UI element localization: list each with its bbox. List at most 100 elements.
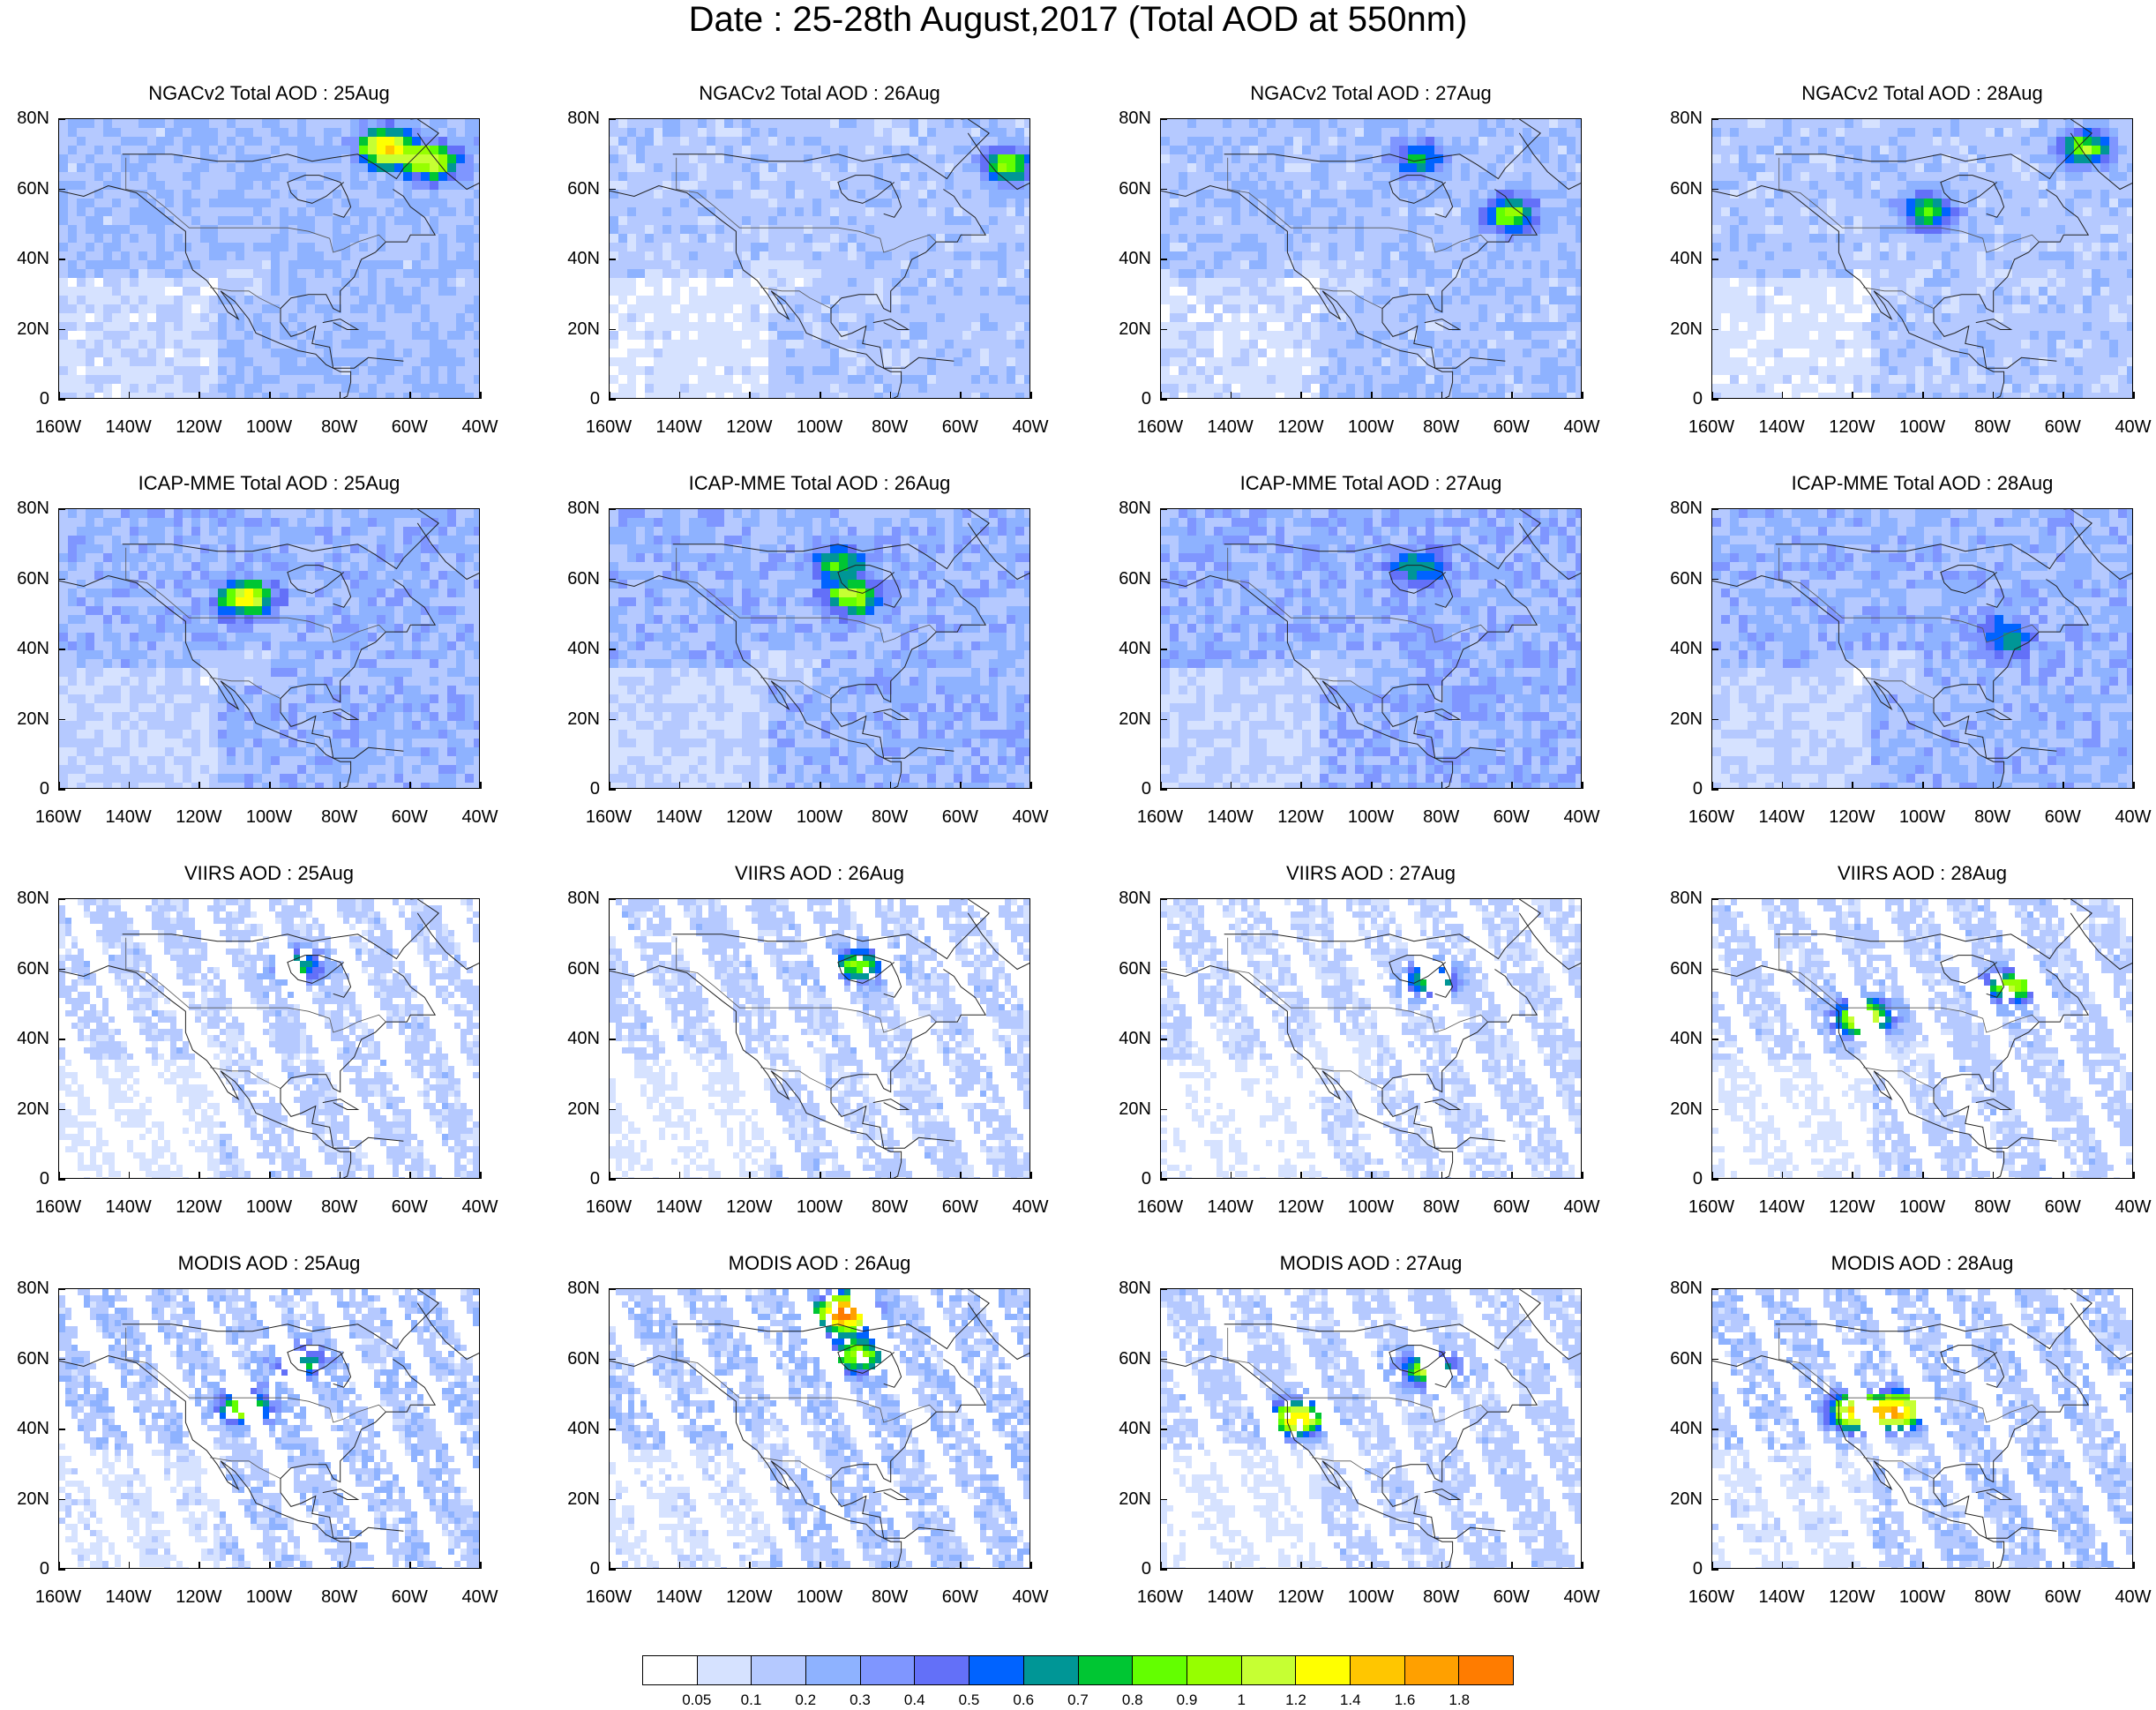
aod-cell [165,269,174,278]
aod-cell [1576,313,1581,322]
aod-cell [980,172,989,181]
aod-cell [341,119,350,128]
aod-cell [1249,393,1258,398]
aod-cell [227,190,236,199]
aod-cell [1179,190,1187,199]
aod-cell [1531,357,1540,366]
aod-cell [333,216,341,225]
aod-cell [1443,278,1452,287]
aod-cell [1284,287,1293,296]
aod-cell [1390,313,1399,322]
aod-cell [795,243,804,251]
aod-cell [1196,234,1205,243]
aod-cell [910,278,918,287]
aod-cell [654,331,663,340]
aod-cell [1523,340,1531,349]
aod-cell [786,340,795,349]
aod-cell [627,137,636,146]
aod-cell [1783,190,1792,199]
aod-cell [421,251,430,260]
aod-cell [610,340,618,349]
aod-cell [610,154,618,163]
aod-cell [1024,207,1029,216]
aod-cell [971,119,980,128]
aod-cell [636,119,645,128]
aod-cell [2074,119,2083,128]
aod-cell [147,287,156,296]
aod-cell [341,349,350,357]
aod-cell [1355,128,1364,137]
aod-cell [812,357,821,366]
aod-cell [998,349,1007,357]
aod-cell [812,128,821,137]
country-border [1312,287,1383,309]
aod-cell [1249,154,1258,163]
aod-cell [1487,269,1496,278]
aod-cell [1505,128,1514,137]
aod-cell [236,128,244,137]
aod-cell [209,375,218,384]
aod-cell [1231,322,1240,331]
aod-cell [333,207,341,216]
aod-cell [271,234,280,243]
aod-cell [980,163,989,172]
aod-cell [324,278,333,287]
aod-cell [795,119,804,128]
aod-cell [1293,119,1302,128]
aod-cell [68,313,77,322]
aod-cell [989,137,998,146]
aod-cell [86,349,94,357]
aod-cell [1739,119,1748,128]
aod-cell [768,234,777,243]
aod-cell [936,172,945,181]
aod-cell [412,128,421,137]
aod-cell [1576,340,1581,349]
aod-cell [671,357,680,366]
aod-cell [121,322,130,331]
aod-cell [138,216,147,225]
aod-cell [636,146,645,154]
aod-cell [804,296,812,304]
aod-cell [910,366,918,375]
aod-cell [456,216,465,225]
aod-cell [971,296,980,304]
aod-cell [121,137,130,146]
aod-cell [333,313,341,322]
aod-cell [1514,296,1523,304]
aod-cell [288,225,297,234]
aod-cell [1800,128,1809,137]
aod-cell [297,225,306,234]
aod-cell [200,207,209,216]
aod-cell [1487,278,1496,287]
aod-cell [333,260,341,269]
coastline [322,319,360,330]
aod-cell [830,199,839,207]
aod-cell [1258,260,1267,269]
aod-cell [465,322,474,331]
aod-cell [742,313,751,322]
aod-cell [768,260,777,269]
aod-cell [1898,146,1906,154]
aod-cell [174,251,183,260]
aod-cell [59,119,68,128]
aod-cell [403,296,412,304]
aod-cell [768,199,777,207]
aod-cell [998,313,1007,322]
aod-cell [341,243,350,251]
aod-cell [253,234,262,243]
aod-cell [1346,251,1355,260]
aod-cell [103,366,112,375]
aod-cell [306,340,315,349]
aod-cell [2100,181,2109,190]
aod-cell [121,287,130,296]
aod-cell [786,119,795,128]
coastline [287,175,352,218]
aod-cell [680,304,689,313]
aod-cell [804,181,812,190]
aod-cell [1214,146,1223,154]
aod-cell [707,172,715,181]
aod-cell [191,172,200,181]
aod-cell [1567,199,1576,207]
aod-cell [1329,384,1337,393]
aod-cell [2056,154,2065,163]
